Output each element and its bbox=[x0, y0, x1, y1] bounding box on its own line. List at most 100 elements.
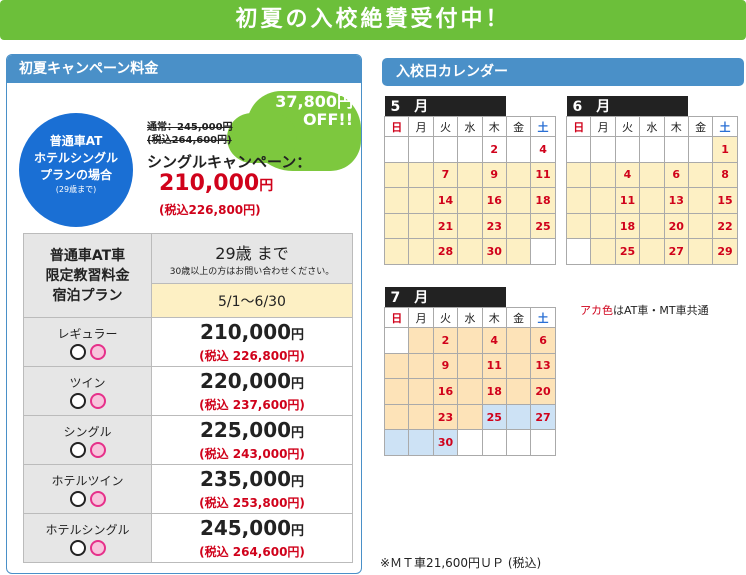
calendar-day bbox=[457, 352, 483, 380]
calendar-day[interactable]: 22 bbox=[712, 212, 738, 240]
weekday-label: 月 bbox=[408, 307, 434, 328]
plan-name-cell: レギュラー bbox=[23, 317, 152, 367]
guest-icons bbox=[68, 490, 108, 507]
calendar-day bbox=[457, 136, 483, 163]
calendar-day[interactable]: 15 bbox=[712, 187, 738, 214]
calendar-day[interactable]: 4 bbox=[481, 327, 507, 354]
calendar-day bbox=[530, 238, 556, 265]
calendar-day[interactable]: 30 bbox=[432, 429, 459, 456]
female-guest-icon bbox=[89, 441, 106, 458]
calendar-day[interactable]: 14 bbox=[432, 187, 459, 214]
calendar-day[interactable]: 11 bbox=[614, 187, 641, 214]
calendar-day[interactable]: 7 bbox=[432, 161, 459, 189]
calendar-day[interactable]: 21 bbox=[432, 212, 459, 240]
weekday-label: 金 bbox=[687, 116, 714, 137]
plan-circle-line2: ホテルシングル bbox=[33, 151, 118, 165]
calendar-day[interactable]: 9 bbox=[481, 161, 507, 189]
weekday-label: 金 bbox=[505, 116, 532, 137]
calendar-day[interactable]: 6 bbox=[530, 327, 556, 354]
calendar-day bbox=[505, 212, 532, 240]
calendar-day bbox=[505, 327, 532, 354]
calendar-day[interactable]: 25 bbox=[614, 238, 641, 265]
male-guest-icon bbox=[69, 490, 86, 507]
plan-circle-line3: プランの場合 bbox=[39, 168, 112, 182]
calendar-day bbox=[505, 136, 532, 163]
plan-name: シングル bbox=[63, 424, 112, 439]
calendar-day[interactable]: 4 bbox=[614, 161, 641, 189]
calendar-day[interactable]: 13 bbox=[530, 352, 556, 380]
calendar-day[interactable]: 27 bbox=[530, 403, 556, 431]
calendar-day[interactable]: 29 bbox=[712, 238, 738, 265]
calendar-day bbox=[565, 136, 592, 163]
calendar-day bbox=[687, 238, 714, 265]
weekday-label: 火 bbox=[614, 116, 641, 137]
calendar-day[interactable]: 18 bbox=[530, 187, 556, 214]
calendar-day[interactable]: 16 bbox=[432, 378, 459, 405]
calendar-day bbox=[505, 187, 532, 214]
plan-price-value: 210,000 bbox=[199, 319, 292, 344]
calendar-day[interactable]: 20 bbox=[663, 212, 689, 240]
campaign-panel-header: 初夏キャンペーン料金 bbox=[7, 55, 361, 83]
calendar-day bbox=[590, 136, 616, 163]
calendar-day bbox=[505, 429, 532, 456]
calendar-day[interactable]: 18 bbox=[481, 378, 507, 405]
plan-price-value: 225,000 bbox=[199, 417, 292, 442]
calendar-day[interactable]: 28 bbox=[432, 238, 459, 265]
male-guest-icon bbox=[69, 441, 86, 458]
plan-circle-line1: 普通車AT bbox=[49, 134, 103, 148]
guest-icons bbox=[68, 539, 108, 556]
campaign-price-tax: (税込226,800円) bbox=[159, 203, 261, 217]
calendar-day[interactable]: 13 bbox=[663, 187, 689, 214]
plan-price-tax: (税込 264,600円) bbox=[199, 544, 305, 559]
plan-name: レギュラー bbox=[57, 326, 118, 341]
calendar-day[interactable]: 20 bbox=[530, 378, 556, 405]
calendar-day[interactable]: 11 bbox=[481, 352, 507, 380]
calendar-day[interactable]: 1 bbox=[712, 136, 738, 163]
weekday-label: 火 bbox=[432, 307, 459, 328]
calendar-day bbox=[383, 352, 410, 380]
calendar-day bbox=[457, 327, 483, 354]
plan-price-yen: 円 bbox=[291, 327, 305, 343]
weekday-label: 日 bbox=[383, 116, 410, 137]
plan-price-tax: (税込 243,000円) bbox=[199, 446, 305, 461]
calendar-day bbox=[687, 212, 714, 240]
calendar-day[interactable]: 16 bbox=[481, 187, 507, 214]
calendar-day bbox=[590, 238, 616, 265]
calendar-may: 5 月日月火水木金土 2 4 7 9 11 14 16 18 21 23 25 28 30 bbox=[383, 96, 556, 265]
calendar-day[interactable]: 23 bbox=[481, 212, 507, 240]
plan-circle: 普通車AT ホテルシングル プランの場合 (29歳まで) bbox=[19, 113, 133, 227]
weekday-label: 水 bbox=[457, 116, 483, 137]
table-header-plan: 普通車AT車 限定教習料金 宿泊プラン bbox=[23, 233, 152, 318]
male-guest-icon bbox=[69, 343, 86, 360]
price-table: 普通車AT車 限定教習料金 宿泊プラン 29歳 まで 30歳以上の方はお問い合わ… bbox=[23, 233, 353, 563]
calendar-day[interactable]: 2 bbox=[481, 136, 507, 163]
calendar-day bbox=[383, 161, 410, 189]
calendar-day[interactable]: 25 bbox=[530, 212, 556, 240]
calendar-day[interactable]: 30 bbox=[481, 238, 507, 265]
calendar-day[interactable]: 6 bbox=[663, 161, 689, 189]
male-guest-icon bbox=[69, 392, 86, 409]
calendar-day bbox=[505, 161, 532, 189]
calendar-day bbox=[505, 238, 532, 265]
calendar-day[interactable]: 27 bbox=[663, 238, 689, 265]
calendar-day[interactable]: 23 bbox=[432, 403, 459, 431]
calendar-day[interactable]: 2 bbox=[432, 327, 459, 354]
plan-name: ホテルシングル bbox=[45, 522, 130, 537]
calendar-day bbox=[383, 238, 410, 265]
weekday-label: 火 bbox=[432, 116, 459, 137]
plan-price-value: 245,000 bbox=[199, 515, 292, 540]
table-header-line3: 宿泊プラン bbox=[52, 287, 123, 304]
calendar-day bbox=[457, 429, 483, 456]
calendar-day bbox=[383, 429, 410, 456]
calendar-day[interactable]: 9 bbox=[432, 352, 459, 380]
calendar-day bbox=[565, 187, 592, 214]
calendar-day[interactable]: 18 bbox=[614, 212, 641, 240]
calendar-day bbox=[663, 136, 689, 163]
calendar-day[interactable]: 11 bbox=[530, 161, 556, 189]
calendar-day bbox=[408, 378, 434, 405]
calendar-day[interactable]: 8 bbox=[712, 161, 738, 189]
calendar-day[interactable]: 4 bbox=[530, 136, 556, 163]
calendar-day bbox=[639, 187, 665, 214]
calendar-day bbox=[457, 212, 483, 240]
calendar-day[interactable]: 25 bbox=[481, 403, 507, 431]
